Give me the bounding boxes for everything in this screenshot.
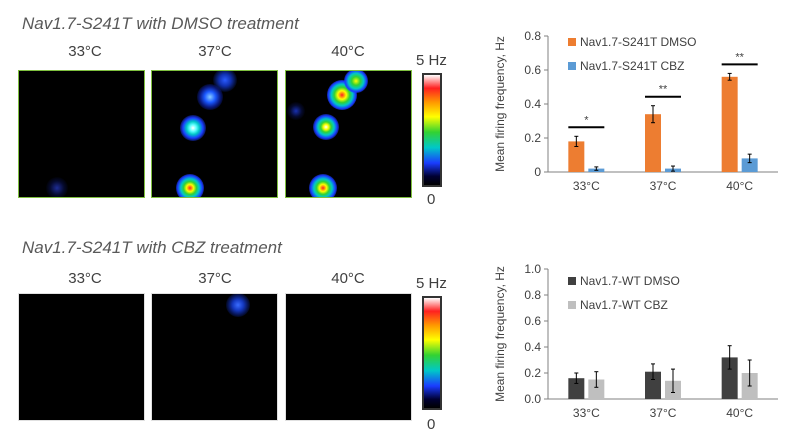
bottom-section-title: Nav1.7-S241T with CBZ treatment xyxy=(22,238,282,257)
firing-spot xyxy=(287,102,305,120)
chart1-legend-label: Nav1.7-S241T CBZ xyxy=(580,59,685,73)
chart2-y-tick-label: 1.0 xyxy=(524,262,541,276)
chart2-x-tick-label: 37°C xyxy=(650,406,677,420)
chart1-y-tick-label: 0.8 xyxy=(524,29,541,43)
chart2-y-tick-label: 0.8 xyxy=(524,288,541,302)
chart1-legend-swatch xyxy=(568,62,576,70)
firing-spot xyxy=(313,114,339,140)
chart2-y-axis-title: Mean firing frequency, Hz xyxy=(493,266,507,402)
top-colorbar xyxy=(422,73,442,187)
chart1-y-tick-label: 0.2 xyxy=(524,131,541,145)
chart1-significance-mark: * xyxy=(584,114,589,126)
bottom-temp-label-40: 40°C xyxy=(331,270,365,287)
top-bar-chart: Mean firing frequency, Hz 0 0.2 0.4 0.6 0.8 33… xyxy=(493,29,778,193)
firing-spot xyxy=(180,115,206,141)
chart1-y-tick-label: 0.4 xyxy=(524,97,541,111)
chart1-significance-mark: ** xyxy=(735,51,744,63)
chart1-x-tick-label: 37°C xyxy=(650,179,677,193)
chart2-legend-swatch xyxy=(568,277,576,285)
chart2-x-tick-label: 33°C xyxy=(573,406,600,420)
bottom-colorbar xyxy=(422,296,442,410)
chart1-bar xyxy=(645,114,661,172)
bottom-heatmap-33 xyxy=(18,293,145,421)
chart1-x-tick-label: 33°C xyxy=(573,179,600,193)
firing-spot xyxy=(226,294,250,317)
bottom-colorbar-min-label: 0 xyxy=(427,416,436,433)
chart2-bar xyxy=(568,378,585,399)
bottom-heatmap-40 xyxy=(285,293,412,421)
chart1-legend-swatch xyxy=(568,38,576,46)
chart2-legend-label: Nav1.7-WT CBZ xyxy=(580,298,668,312)
chart1-bar xyxy=(721,76,738,172)
top-heatmap-37 xyxy=(151,70,278,198)
top-temp-label-37: 37°C xyxy=(198,43,232,60)
firing-spot xyxy=(46,177,68,197)
chart2-x-tick-label: 40°C xyxy=(726,406,753,420)
firing-spot xyxy=(344,71,368,93)
top-colorbar-max-label: 5 Hz xyxy=(416,52,447,69)
chart1-bar xyxy=(568,141,585,172)
chart1-y-axis-title: Mean firing frequency, Hz xyxy=(493,36,507,172)
top-section-title: Nav1.7-S241T with DMSO treatment xyxy=(22,14,299,33)
chart2-y-tick-label: 0.2 xyxy=(524,366,541,380)
chart2-y-tick-label: 0.0 xyxy=(524,392,541,406)
bottom-temp-label-37: 37°C xyxy=(198,270,232,287)
bottom-colorbar-max-label: 5 Hz xyxy=(416,275,447,292)
chart2-y-tick-label: 0.6 xyxy=(524,314,541,328)
chart1-legend-label: Nav1.7-S241T DMSO xyxy=(580,35,697,49)
chart2-bar xyxy=(645,371,661,399)
bottom-bar-chart: Mean firing frequency, Hz 0.0 0.2 0.4 0.6 0.8… xyxy=(493,262,778,420)
chart2-legend-label: Nav1.7-WT DMSO xyxy=(580,274,680,288)
chart1-significance-mark: ** xyxy=(659,84,668,96)
bottom-temp-label-33: 33°C xyxy=(68,270,102,287)
chart1-x-tick-label: 40°C xyxy=(726,179,753,193)
bottom-heatmap-37 xyxy=(151,293,278,421)
top-temp-label-40: 40°C xyxy=(331,43,365,60)
firing-spot xyxy=(176,174,204,197)
chart1-y-tick-label: 0.6 xyxy=(524,63,541,77)
top-temp-label-33: 33°C xyxy=(68,43,102,60)
top-heatmap-33 xyxy=(18,70,145,198)
firing-spot xyxy=(309,174,337,197)
chart2-bar xyxy=(721,357,738,399)
top-heatmap-40 xyxy=(285,70,412,198)
firing-spot xyxy=(197,84,223,110)
chart1-y-tick-label: 0 xyxy=(534,165,541,179)
top-colorbar-min-label: 0 xyxy=(427,191,436,208)
chart2-y-tick-label: 0.4 xyxy=(524,340,541,354)
chart2-legend-swatch xyxy=(568,301,576,309)
chart1-bar xyxy=(741,158,758,172)
chart2-bar xyxy=(588,379,605,399)
